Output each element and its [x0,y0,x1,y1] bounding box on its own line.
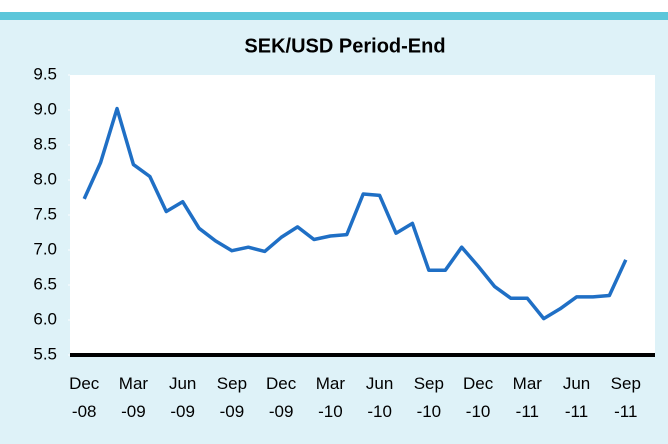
x-tick-label: Jun -09 [169,374,196,421]
x-tick-label: Mar -10 [316,374,346,421]
y-tick-label: 9.0 [33,99,57,118]
x-tick-label: Sep -11 [611,374,641,421]
line-series [82,106,628,321]
x-tick-label: Dec -08 [69,374,100,421]
chart-title: SEK/USD Period-End [244,35,445,57]
x-tick-label: Jun -11 [563,374,590,421]
x-tick-label: Dec -10 [463,374,494,421]
x-tick-label: Sep -10 [414,374,444,421]
x-tick-label: Mar -11 [513,374,543,421]
y-tick-label: 6.0 [33,309,57,328]
top-bar [0,12,668,20]
y-tick-label: 7.0 [33,239,57,258]
y-tick-label: 7.5 [33,204,57,223]
y-tick-label: 5.5 [33,344,57,363]
y-tick-label: 8.0 [33,169,57,188]
x-tick-label: Jun -10 [366,374,393,421]
plot-area [70,75,655,355]
x-tick-label: Sep -09 [217,374,247,421]
y-tick-label: 6.5 [33,274,57,293]
y-tick-label: 8.5 [33,134,57,153]
x-tick-label: Mar -09 [119,374,149,421]
x-tick-label: Dec -09 [266,374,297,421]
y-tick-label: 9.5 [33,64,57,83]
